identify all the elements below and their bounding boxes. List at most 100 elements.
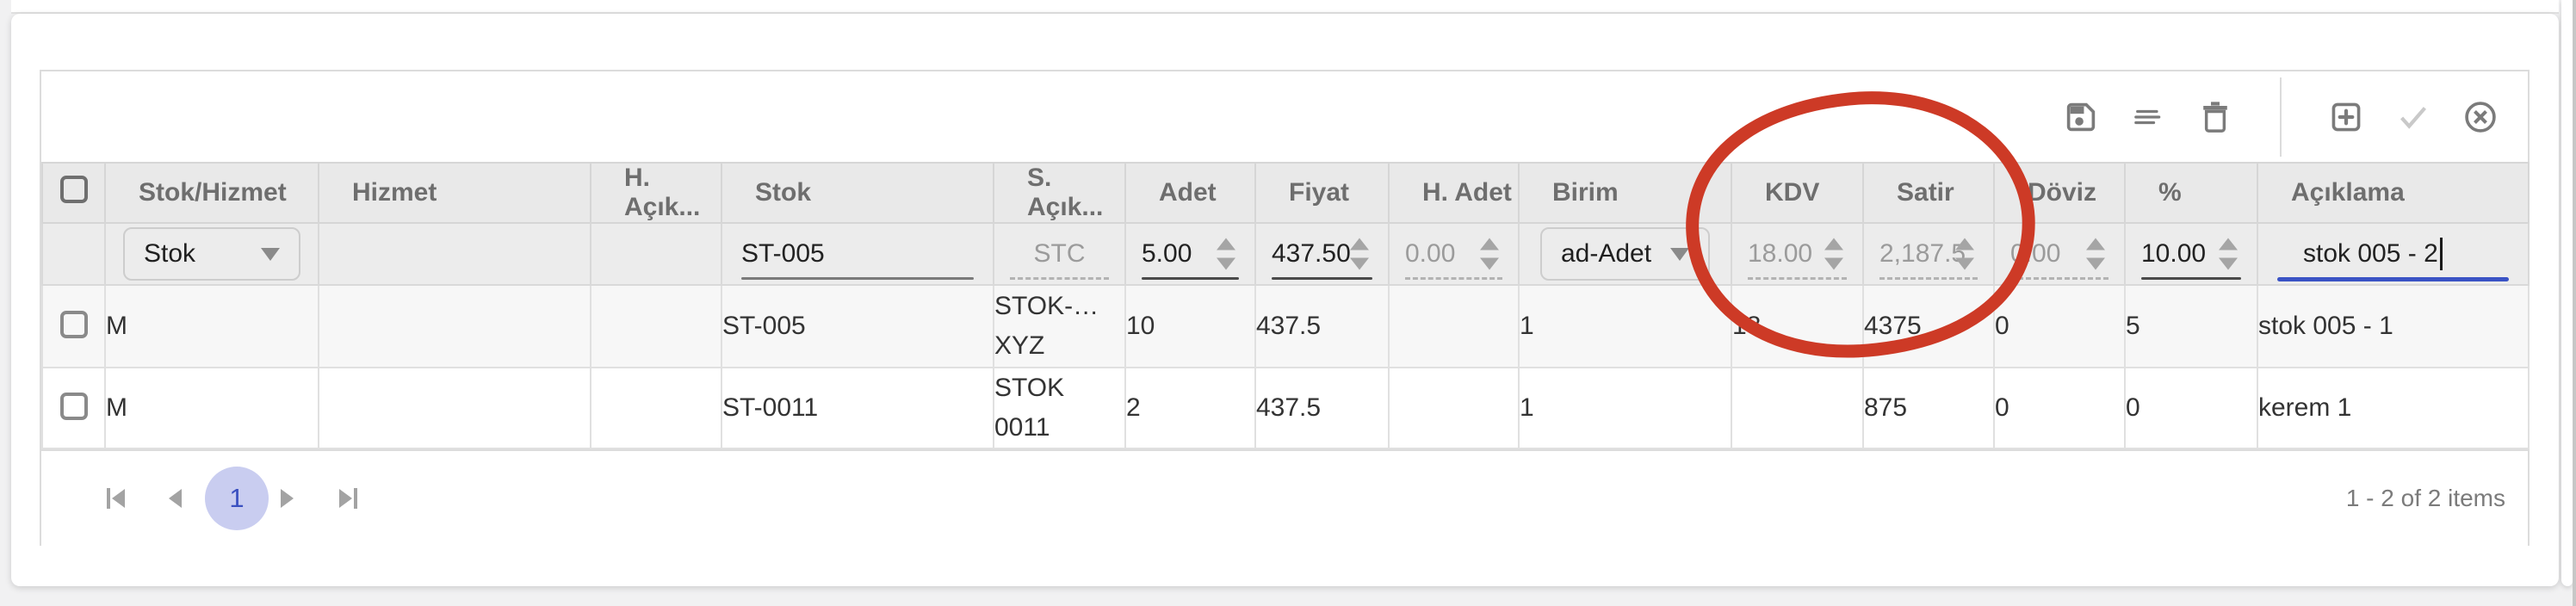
edit-stok-hizmet-cell: Stok bbox=[104, 222, 319, 286]
doviz-numeric-input[interactable]: 0.00 bbox=[2010, 226, 2108, 281]
prev-page-icon bbox=[169, 489, 182, 508]
cell-stok-hizmet: M bbox=[104, 284, 319, 368]
edit-yuzde-cell: 10.00 bbox=[2124, 222, 2258, 286]
last-page-icon bbox=[339, 489, 352, 508]
spinner-down-icon[interactable] bbox=[2086, 257, 2105, 270]
spinner-down-icon[interactable] bbox=[1217, 257, 1235, 270]
column-header-stok[interactable]: Stok bbox=[721, 162, 994, 224]
yuzde-spinner bbox=[2219, 238, 2238, 270]
row-checkbox[interactable] bbox=[59, 310, 88, 338]
notes-button[interactable] bbox=[2127, 96, 2170, 139]
edit-birim-cell: ad-Adet bbox=[1518, 222, 1732, 286]
spinner-down-icon[interactable] bbox=[1955, 257, 1974, 270]
spinner-up-icon[interactable] bbox=[1217, 238, 1235, 250]
spinner-up-icon[interactable] bbox=[2086, 238, 2105, 250]
confirm-button[interactable] bbox=[2392, 96, 2435, 139]
kdv-numeric-input[interactable]: 18.00 bbox=[1748, 226, 1847, 281]
cell-kdv bbox=[1731, 367, 1864, 449]
spinner-up-icon[interactable] bbox=[1350, 238, 1369, 250]
h-adet-numeric-input[interactable]: 0.00 bbox=[1405, 226, 1502, 281]
aciklama-input-focused[interactable]: stok 005 - 2 bbox=[2277, 226, 2509, 281]
previous-page-button[interactable] bbox=[169, 489, 182, 508]
spinner-down-icon[interactable] bbox=[1824, 257, 1843, 270]
cell-fiyat: 437.5 bbox=[1254, 284, 1390, 368]
cell-stok: ST-005 bbox=[721, 284, 994, 368]
spinner-up-icon[interactable] bbox=[2219, 238, 2238, 250]
kdv-spinner bbox=[1824, 238, 1843, 270]
column-header-adet[interactable]: Adet bbox=[1124, 162, 1256, 224]
next-page-icon bbox=[281, 489, 294, 508]
select-all-header bbox=[41, 162, 106, 224]
last-page-button[interactable] bbox=[339, 488, 357, 509]
birim-dropdown[interactable]: ad-Adet bbox=[1540, 227, 1710, 281]
adet-spinner bbox=[1217, 238, 1235, 270]
header-row: Stok/Hizmet Hizmet H. Açık... Stok S. Aç… bbox=[41, 162, 2530, 224]
table-row[interactable]: M ST-0011 STOK 0011 2 437.5 1 875 0 0 ke… bbox=[41, 367, 2530, 449]
cell-s-aciklama: STOK 0011 bbox=[993, 367, 1126, 449]
row-select-cell bbox=[41, 284, 106, 368]
row-checkbox[interactable] bbox=[59, 392, 88, 420]
cell-h-adet bbox=[1388, 284, 1520, 368]
window-edge bbox=[2573, 0, 2576, 606]
spinner-down-icon[interactable] bbox=[1350, 257, 1369, 270]
cell-adet: 10 bbox=[1124, 284, 1256, 368]
spinner-up-icon[interactable] bbox=[1824, 238, 1843, 250]
page-1-button[interactable]: 1 bbox=[205, 467, 269, 530]
cell-stok-hizmet: M bbox=[104, 367, 319, 449]
trash-icon bbox=[2203, 101, 2227, 133]
fiyat-spinner bbox=[1350, 238, 1369, 270]
spinner-down-icon[interactable] bbox=[1480, 257, 1499, 270]
confirm-check-icon bbox=[2400, 106, 2427, 129]
first-page-button[interactable] bbox=[107, 488, 125, 509]
grid-pager: 1 1 - 2 of 2 items bbox=[41, 449, 2528, 546]
text-cursor bbox=[2439, 238, 2443, 270]
row-select-cell bbox=[41, 367, 106, 449]
fiyat-numeric-input[interactable]: 437.50 bbox=[1272, 226, 1372, 281]
add-row-button[interactable] bbox=[2325, 96, 2368, 139]
column-header-s-aciklama[interactable]: S. Açık... bbox=[993, 162, 1126, 224]
stok-hizmet-dropdown[interactable]: Stok bbox=[123, 227, 300, 281]
cell-h-aciklama bbox=[590, 367, 722, 449]
spinner-up-icon[interactable] bbox=[1480, 238, 1499, 250]
cell-yuzde: 0 bbox=[2124, 367, 2258, 449]
column-header-hizmet[interactable]: Hizmet bbox=[318, 162, 591, 224]
save-button[interactable] bbox=[2059, 96, 2102, 139]
edit-h-aciklama-cell bbox=[590, 222, 722, 286]
cell-birim: 1 bbox=[1518, 284, 1732, 368]
column-header-doviz[interactable]: Döviz bbox=[1993, 162, 2126, 224]
spinner-up-icon[interactable] bbox=[1955, 238, 1974, 250]
column-header-stok-hizmet[interactable]: Stok/Hizmet bbox=[104, 162, 319, 224]
cell-s-aciklama: STOK-… XYZ bbox=[993, 284, 1126, 368]
s-aciklama-input[interactable]: STC bbox=[1010, 226, 1109, 281]
column-header-h-aciklama[interactable]: H. Açık... bbox=[590, 162, 722, 224]
column-header-aciklama[interactable]: Açıklama bbox=[2257, 162, 2530, 224]
cell-aciklama: stok 005 - 1 bbox=[2257, 284, 2530, 368]
spinner-down-icon[interactable] bbox=[2219, 257, 2238, 270]
column-header-birim[interactable]: Birim bbox=[1518, 162, 1732, 224]
cell-h-aciklama bbox=[590, 284, 722, 368]
select-all-checkbox[interactable] bbox=[59, 176, 88, 203]
h-adet-spinner bbox=[1480, 238, 1499, 270]
satir-numeric-input[interactable]: 2,187.5 bbox=[1879, 226, 1978, 281]
stok-input[interactable]: ST-005 bbox=[741, 226, 974, 281]
cancel-button[interactable] bbox=[2459, 96, 2502, 139]
satir-spinner bbox=[1955, 238, 1974, 270]
column-header-h-adet[interactable]: H. Adet bbox=[1388, 162, 1520, 224]
next-page-button[interactable] bbox=[281, 489, 294, 508]
cell-hizmet bbox=[318, 367, 591, 449]
edit-adet-cell: 5.00 bbox=[1124, 222, 1256, 286]
edit-aciklama-cell: stok 005 - 2 bbox=[2257, 222, 2530, 286]
adet-numeric-input[interactable]: 5.00 bbox=[1142, 226, 1239, 281]
column-header-kdv[interactable]: KDV bbox=[1731, 162, 1864, 224]
column-header-fiyat[interactable]: Fiyat bbox=[1254, 162, 1390, 224]
column-header-satir[interactable]: Satir bbox=[1862, 162, 1995, 224]
birim-dropdown-value: ad-Adet bbox=[1561, 239, 1652, 268]
edit-h-adet-cell: 0.00 bbox=[1388, 222, 1520, 286]
yuzde-numeric-input[interactable]: 10.00 bbox=[2141, 226, 2241, 281]
table-row[interactable]: M ST-005 STOK-… XYZ 10 437.5 1 18 4375 0… bbox=[41, 284, 2530, 368]
column-header-yuzde[interactable]: % bbox=[2124, 162, 2258, 224]
edit-doviz-cell: 0.00 bbox=[1993, 222, 2126, 286]
first-page-icon bbox=[107, 488, 110, 509]
delete-button[interactable] bbox=[2194, 96, 2237, 139]
cell-fiyat: 437.5 bbox=[1254, 367, 1390, 449]
